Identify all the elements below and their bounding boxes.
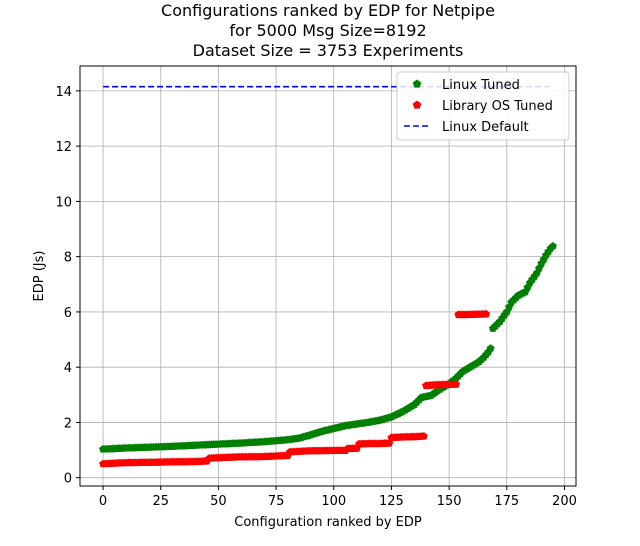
data-point <box>486 344 495 352</box>
y-tick-label: 10 <box>55 195 72 210</box>
y-axis-label: EDP (Js) <box>32 251 47 302</box>
title-line-3: Dataset Size = 3753 Experiments <box>193 41 464 60</box>
y-tick-label: 12 <box>55 140 72 155</box>
data-point <box>419 432 428 440</box>
x-tick-label: 150 <box>437 494 462 509</box>
x-tick-label: 50 <box>210 494 227 509</box>
series-library-os-tuned <box>99 309 491 468</box>
data-point <box>482 309 491 318</box>
y-tick-label: 4 <box>64 361 72 376</box>
y-tick-label: 14 <box>55 85 72 100</box>
data-point <box>548 241 557 250</box>
y-tick-label: 0 <box>64 472 72 487</box>
title-line-2: for 5000 Msg Size=8192 <box>229 21 426 40</box>
y-tick-label: 2 <box>64 416 72 431</box>
x-axis-label: Configuration ranked by EDP <box>234 515 422 530</box>
legend-box <box>396 71 570 141</box>
x-tick-label: 0 <box>99 494 107 509</box>
x-tick-label: 25 <box>152 494 169 509</box>
y-tick-label: 8 <box>64 251 72 266</box>
legend-label: Library OS Tuned <box>442 99 553 114</box>
axis-ticks: 0 25 50 75 100 125 150 175 200 0 2 4 6 8 10 12 14 <box>55 85 576 509</box>
legend: Linux Tuned Library OS Tuned Linux Default <box>396 71 570 141</box>
legend-swatch <box>412 79 422 88</box>
x-tick-label: 175 <box>494 494 519 509</box>
y-tick-label: 6 <box>64 306 72 321</box>
title-line-1: Configurations ranked by EDP for Netpipe <box>161 1 495 20</box>
series-layer <box>99 85 557 468</box>
x-tick-label: 100 <box>321 494 346 509</box>
x-tick-label: 125 <box>379 494 404 509</box>
plot-frame <box>79 65 577 487</box>
x-tick-label: 200 <box>552 494 577 509</box>
data-point <box>452 380 461 388</box>
legend-swatch <box>412 100 422 109</box>
grid-lines <box>80 66 576 486</box>
legend-label: Linux Default <box>442 120 529 135</box>
chart-title: Configurations ranked by EDP for Netpipe… <box>161 1 495 60</box>
x-tick-label: 75 <box>268 494 285 509</box>
legend-label: Linux Tuned <box>442 78 520 93</box>
